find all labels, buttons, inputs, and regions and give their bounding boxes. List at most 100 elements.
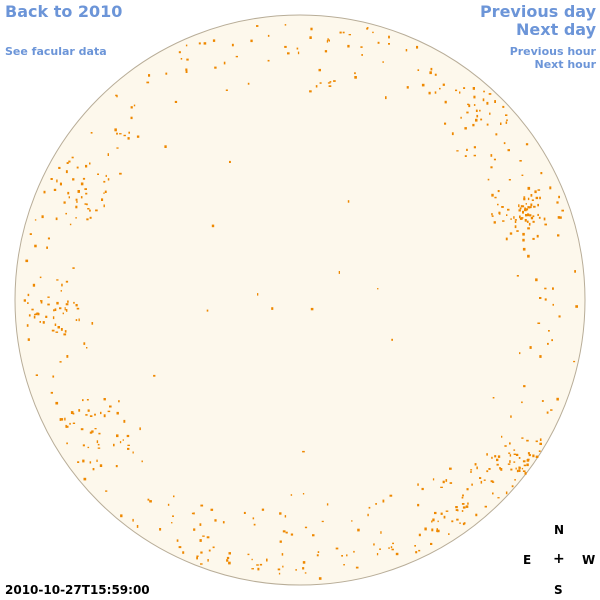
facula-dot [147, 498, 150, 501]
facula-dot [492, 481, 495, 483]
facula-dot [470, 471, 472, 473]
facula-dot [415, 551, 418, 554]
facula-dot [389, 494, 393, 497]
facula-dot [304, 572, 307, 574]
facular-points [23, 24, 578, 580]
facula-dot [335, 547, 339, 550]
facula-dot [327, 82, 331, 84]
facula-dot [436, 528, 438, 531]
back-to-2010-link[interactable]: Back to 2010 [5, 2, 123, 21]
facula-dot [473, 104, 476, 106]
facula-dot [100, 411, 102, 415]
facula-dot [523, 196, 526, 198]
facula-dot [296, 47, 299, 50]
facula-dot [61, 283, 63, 287]
previous-day-link[interactable]: Previous day [479, 2, 596, 21]
facula-dot [558, 315, 561, 318]
facula-dot [123, 419, 126, 423]
facula-dot [65, 425, 69, 428]
facula-dot [67, 191, 70, 195]
facula-dot [75, 205, 78, 209]
facula-dot [333, 80, 336, 82]
facula-dot [490, 480, 493, 483]
facula-dot [449, 467, 452, 470]
facula-dot [535, 196, 539, 200]
facula-dot [132, 518, 134, 522]
facula-dot [96, 459, 98, 462]
facula-dot [428, 91, 431, 95]
facula-dot [41, 215, 44, 219]
facula-dot [474, 463, 477, 466]
facula-dot [66, 355, 69, 358]
facula-dot [127, 447, 130, 450]
facula-dot [243, 511, 246, 514]
see-facular-data-link[interactable]: See facular data [5, 45, 107, 58]
facula-dot [355, 566, 359, 569]
facula-dot [434, 511, 437, 515]
facula-dot [417, 503, 420, 507]
facula-dot [53, 309, 55, 312]
facula-dot [309, 36, 312, 39]
facula-dot [525, 208, 529, 211]
facula-dot [105, 490, 108, 492]
facula-dot [518, 469, 521, 472]
facula-dot [75, 304, 78, 307]
facula-dot [46, 246, 48, 249]
facula-dot [482, 98, 485, 102]
facula-dot [339, 31, 342, 34]
facula-dot [119, 441, 122, 444]
facula-dot [539, 355, 542, 358]
previous-hour-link[interactable]: Previous hour [509, 45, 596, 58]
facula-dot [193, 512, 195, 515]
facula-dot [491, 215, 494, 217]
facula-dot [574, 270, 576, 273]
facula-dot [544, 223, 547, 226]
facula-dot [56, 179, 58, 183]
facula-dot [69, 223, 72, 226]
facula-dot [521, 174, 524, 176]
facula-dot [506, 214, 508, 216]
facula-dot [497, 190, 500, 193]
facula-dot [522, 232, 525, 236]
facula-dot [417, 483, 419, 486]
facula-dot [532, 454, 535, 458]
facula-dot [98, 432, 101, 435]
facula-dot [90, 132, 93, 134]
facula-dot [76, 166, 79, 169]
facula-dot [127, 137, 130, 140]
facula-dot [494, 100, 496, 103]
facula-dot [103, 398, 106, 401]
next-day-link[interactable]: Next day [516, 20, 596, 39]
facula-dot [75, 217, 77, 219]
facula-dot [23, 299, 26, 302]
facula-dot [507, 208, 510, 211]
facula-dot [521, 467, 524, 470]
facula-dot [146, 81, 150, 84]
facula-dot [533, 205, 536, 208]
facula-dot [42, 321, 45, 324]
facula-dot [297, 51, 300, 55]
facula-dot [84, 203, 87, 205]
facula-dot [342, 31, 345, 34]
facula-dot [470, 469, 473, 471]
facula-dot [327, 38, 329, 41]
facula-dot [491, 213, 493, 216]
next-hour-link[interactable]: Next hour [534, 58, 597, 71]
facula-dot [536, 234, 539, 238]
facula-dot [82, 459, 85, 463]
facula-dot [164, 145, 167, 148]
facula-dot [500, 122, 502, 125]
facula-dot [513, 216, 515, 219]
facula-dot [259, 563, 263, 566]
facula-dot [116, 147, 119, 149]
facula-dot [55, 331, 59, 333]
facula-dot [73, 301, 75, 304]
facula-dot [95, 209, 98, 212]
facula-dot [573, 360, 576, 363]
facula-dot [119, 133, 122, 135]
facula-dot [460, 116, 462, 119]
facula-dot [451, 132, 454, 136]
facula-dot [385, 96, 387, 100]
facula-dot [440, 512, 443, 515]
facula-dot [539, 196, 541, 200]
